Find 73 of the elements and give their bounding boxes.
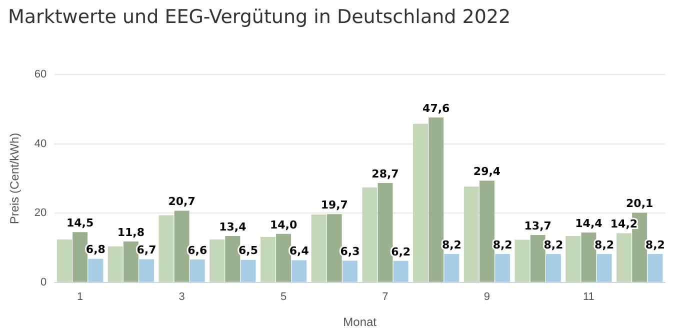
data-label: 8,2 xyxy=(544,238,564,252)
data-label: 6,2 xyxy=(391,245,411,258)
data-label: 14,2 xyxy=(610,218,638,231)
data-label: 29,4 xyxy=(473,164,501,178)
bar xyxy=(174,210,190,282)
data-label: 6,4 xyxy=(289,244,310,258)
bar xyxy=(190,260,205,282)
bar xyxy=(413,124,428,282)
data-label: 47,6 xyxy=(422,102,450,115)
bar xyxy=(326,214,342,282)
bar xyxy=(56,239,72,282)
bar xyxy=(225,236,240,282)
x-tick-label: 1 xyxy=(77,291,84,304)
data-label: 28,7 xyxy=(372,167,399,180)
bar xyxy=(276,234,292,282)
data-label: 11,8 xyxy=(117,226,144,239)
y-tick-label: 40 xyxy=(34,138,47,150)
data-label: 6,7 xyxy=(136,244,156,257)
bar xyxy=(566,236,581,282)
bar xyxy=(581,232,596,282)
data-label: 13,7 xyxy=(524,219,552,232)
bar xyxy=(495,254,510,282)
data-label: 14,4 xyxy=(575,216,603,230)
bar xyxy=(464,186,479,282)
bar xyxy=(362,188,378,282)
bar xyxy=(428,118,444,282)
bar xyxy=(514,240,530,282)
data-label: 8,2 xyxy=(645,238,665,252)
data-label: 20,1 xyxy=(626,197,654,210)
data-label: 6,5 xyxy=(238,244,258,258)
data-label: 8,2 xyxy=(594,238,614,252)
data-label: 6,3 xyxy=(340,244,360,258)
data-label: 6,6 xyxy=(188,244,208,257)
data-label: 8,2 xyxy=(492,238,512,252)
bar xyxy=(444,254,460,282)
data-label: 14,5 xyxy=(66,216,94,230)
bar xyxy=(72,232,88,282)
bar xyxy=(546,254,561,282)
data-label: 14,0 xyxy=(270,218,298,232)
x-tick-label: 11 xyxy=(582,291,594,304)
y-axis-title: Preis (Cent/kWh) xyxy=(8,132,22,224)
x-tick-label: 7 xyxy=(382,291,388,304)
bar xyxy=(108,246,123,282)
bar xyxy=(530,234,546,282)
y-tick-label: 60 xyxy=(34,68,47,81)
bar xyxy=(260,237,276,282)
y-tick-label: 20 xyxy=(34,207,47,220)
x-tick-label: 5 xyxy=(280,291,287,304)
bar xyxy=(88,258,104,282)
x-tick-label: 9 xyxy=(484,291,490,304)
x-axis-title: Monat xyxy=(343,315,378,330)
bar xyxy=(648,254,663,282)
data-label: 8,2 xyxy=(442,238,462,252)
bar xyxy=(342,260,358,282)
data-label: 19,7 xyxy=(320,198,348,212)
bar xyxy=(240,260,256,282)
data-label: 13,4 xyxy=(219,220,247,234)
y-tick-label: 0 xyxy=(40,276,47,288)
bar xyxy=(123,242,138,282)
bar xyxy=(210,239,225,282)
bar xyxy=(616,233,632,282)
bar xyxy=(479,180,494,282)
bar xyxy=(311,214,326,282)
data-label: 20,7 xyxy=(168,195,196,208)
chart-title: Marktwerte und EEG-Vergütung in Deutschland 2022 xyxy=(8,6,511,28)
data-label: 6,8 xyxy=(86,243,106,256)
bar xyxy=(292,260,307,282)
bar xyxy=(393,260,408,282)
x-tick-label: 3 xyxy=(178,291,185,304)
bar xyxy=(139,259,154,282)
bar xyxy=(158,215,174,282)
bar xyxy=(596,254,612,282)
bar xyxy=(378,183,393,282)
